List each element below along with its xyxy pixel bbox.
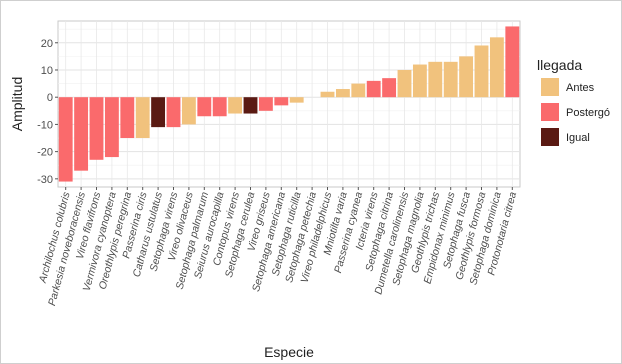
legend-swatch [541,78,559,96]
bar [151,97,166,128]
bar [104,97,119,158]
bar [89,97,104,160]
bar [274,97,289,106]
bars-group [58,26,520,182]
y-tick-label: 20 [41,38,53,50]
y-tick-label: -20 [37,147,53,159]
bar [459,56,474,98]
bar [74,97,89,171]
bar [505,26,520,98]
bar [120,97,135,139]
legend-swatch [541,128,559,146]
bar [382,78,397,98]
bar [181,97,196,125]
bar [351,83,366,98]
bar [258,97,273,111]
bar [58,97,73,182]
y-tick-label: 10 [41,65,53,77]
y-tick-label: -30 [37,174,53,186]
y-tick-label: 0 [47,92,53,104]
bar [228,97,243,114]
y-axis: -30 -20 -10 0 10 20 [37,38,58,186]
plot-panel [57,20,521,188]
y-axis-title: Amplitud [9,77,25,131]
y-tick-label: -10 [37,119,53,131]
legend-label: Antes [566,82,595,94]
bar [474,45,489,98]
bar [243,97,258,114]
legend-label: Igual [566,132,590,144]
bar [366,80,381,98]
bar [166,97,181,128]
bar [335,89,350,98]
minor-grid [58,28,520,166]
legend: llegada Antes Postergó Igual [537,57,610,146]
legend-label: Postergó [566,107,610,119]
x-axis-title: Especie [264,344,314,360]
bar [135,97,150,139]
bar [428,61,443,98]
bar [489,37,504,98]
bar [197,97,212,117]
bar [397,69,412,98]
bar [443,61,458,98]
bar [212,97,227,117]
legend-swatch [541,103,559,121]
bar [289,97,304,103]
bar [412,64,427,98]
legend-title: llegada [537,57,582,73]
bar [320,91,335,98]
